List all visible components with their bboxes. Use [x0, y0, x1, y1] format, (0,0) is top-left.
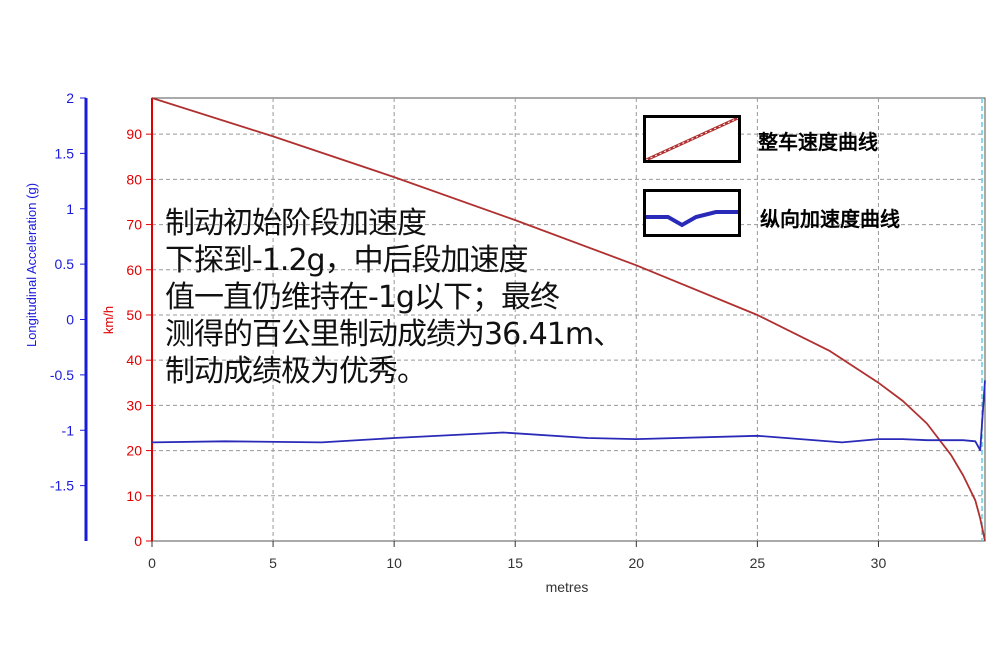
accel-tick-label: 0.5 — [55, 256, 75, 272]
speed-tick-label: 30 — [126, 397, 142, 413]
x-tick-label: 30 — [871, 555, 887, 571]
x-tick-label: 15 — [507, 555, 523, 571]
x-tick-label: 20 — [629, 555, 645, 571]
speed-tick-label: 70 — [126, 217, 142, 233]
accel-tick-label: -0.5 — [50, 367, 74, 383]
annotation-line-1: 制动初始阶段加速度 — [165, 206, 427, 241]
plot-area — [151, 97, 986, 542]
accel-series-line — [151, 380, 986, 452]
accel-tick-label: -1.5 — [50, 478, 74, 494]
grid-lines — [151, 97, 986, 542]
speed-tick-label: 40 — [126, 352, 142, 368]
x-tick-label: 5 — [269, 555, 277, 571]
accel-tick-label: 2 — [66, 90, 74, 106]
speed-tick-label: 20 — [126, 443, 142, 459]
legend-speed-swatch — [643, 115, 741, 163]
annotation-text: 制动初始阶段加速度 下探到-1.2g，中后段加速度 值一直仍维持在-1g以下；最… — [165, 205, 623, 390]
x-tick-label: 10 — [386, 555, 402, 571]
speed-series-line — [151, 97, 986, 542]
speed-tick-label: 80 — [126, 171, 142, 187]
left-axis-label: Longitudinal Acceleration (g) — [24, 183, 39, 347]
legend-speed-label: 整车速度曲线 — [758, 130, 878, 154]
x-axis-label: metres — [546, 579, 589, 595]
speed-axis: 90 80 70 60 50 40 30 20 10 0 — [126, 98, 153, 549]
accel-tick-label: 1 — [66, 201, 74, 217]
annotation-line-3: 值一直仍维持在-1g以下；最终 — [165, 280, 560, 315]
annotation-line-4: 测得的百公里制动成绩为36.41m、 — [165, 317, 623, 352]
speed-tick-label: 50 — [126, 307, 142, 323]
legend-accel-label: 纵向加速度曲线 — [760, 207, 900, 231]
speed-axis-label: km/h — [101, 306, 116, 334]
annotation-line-2: 下探到-1.2g，中后段加速度 — [165, 243, 529, 278]
speed-tick-label: 90 — [126, 126, 142, 142]
x-tick-label: 25 — [750, 555, 766, 571]
speed-tick-label: 0 — [134, 533, 142, 549]
left-axis-acceleration: 2 1.5 1 0.5 0 -0.5 -1 -1.5 — [50, 90, 88, 541]
x-axis: 0 5 10 15 20 25 30 — [148, 541, 886, 571]
legend-accel-swatch — [643, 189, 741, 237]
x-tick-label: 0 — [148, 555, 156, 571]
speed-tick-label: 10 — [126, 488, 142, 504]
accel-tick-label: 1.5 — [55, 145, 75, 161]
accel-tick-label: -1 — [62, 422, 75, 438]
annotation-line-5: 制动成绩极为优秀。 — [165, 354, 427, 389]
legend-speed-line — [645, 116, 739, 162]
accel-tick-label: 0 — [66, 312, 74, 328]
speed-tick-label: 60 — [126, 262, 142, 278]
legend-accel-line — [646, 210, 738, 228]
